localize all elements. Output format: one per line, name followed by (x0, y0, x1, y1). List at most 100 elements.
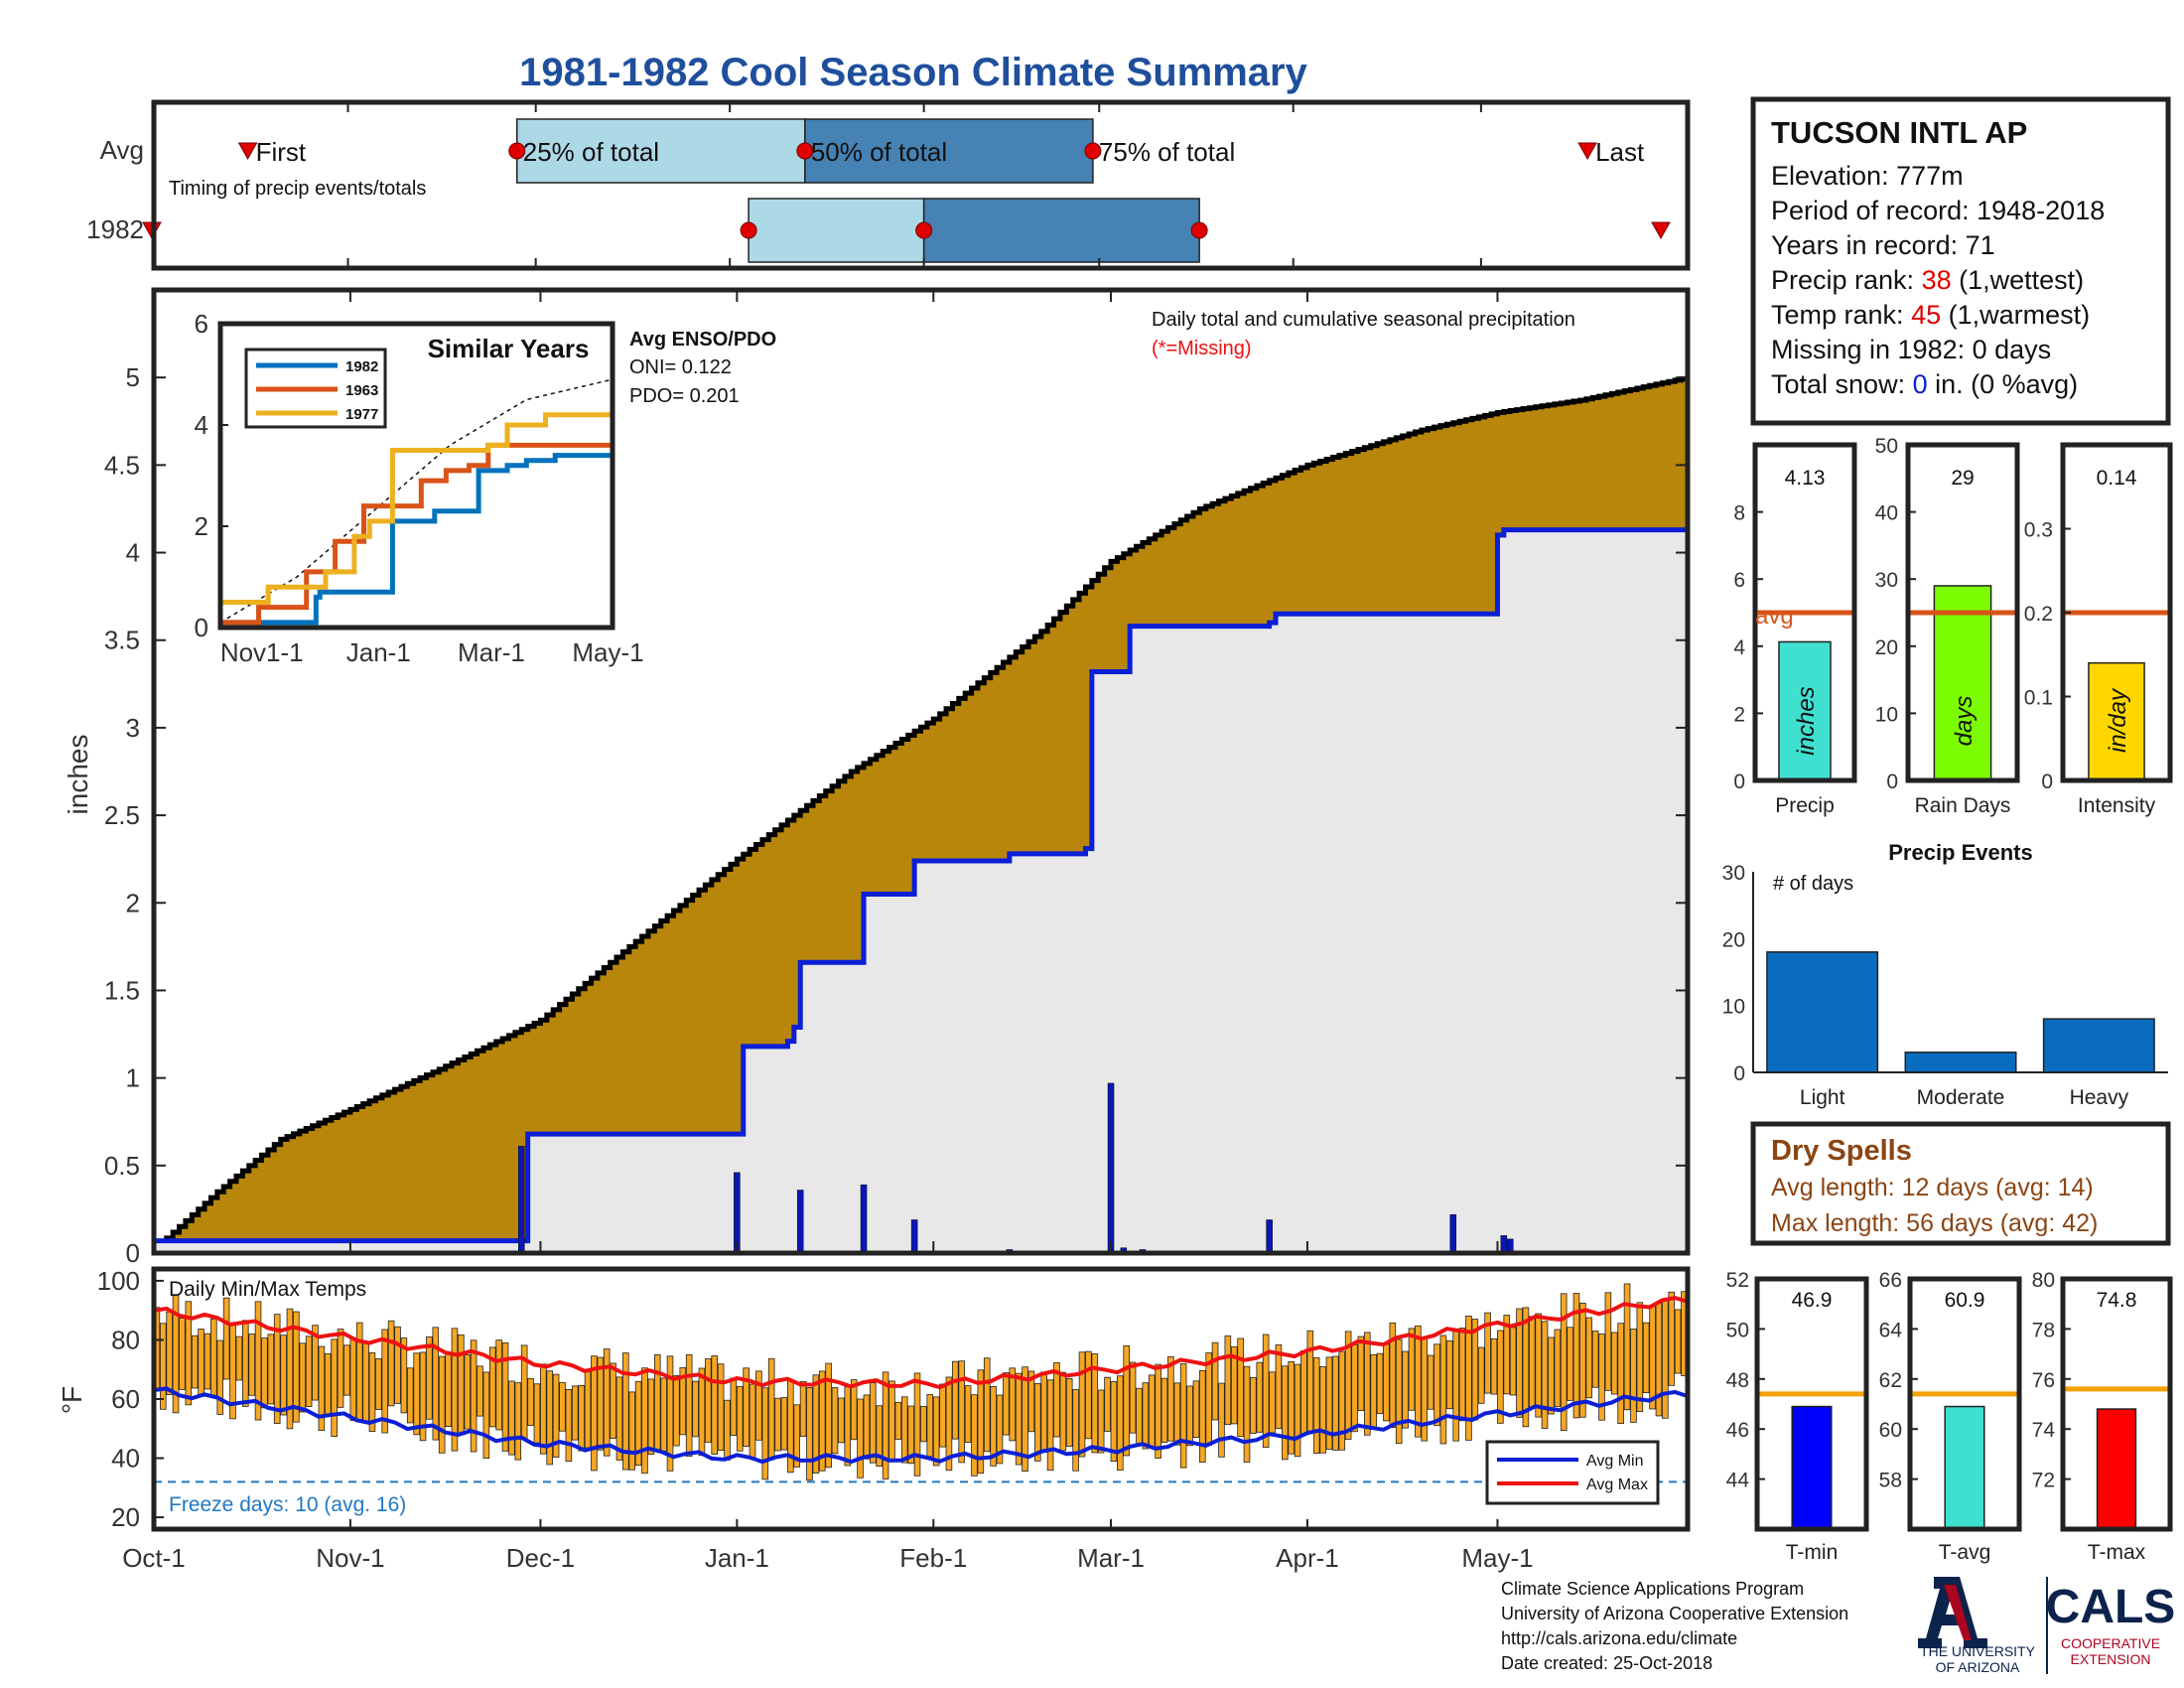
small-bar-frame-2 (2060, 442, 2173, 783)
timing-frame (151, 99, 1691, 271)
temp-range-bar (470, 1339, 478, 1453)
temp-range-bar (1598, 1334, 1605, 1421)
temp-range-bar (584, 1370, 592, 1449)
precip-rank: Precip rank: 38 (1,wettest) (1771, 265, 2084, 295)
temp-range-bar (1490, 1337, 1498, 1395)
temp-range-bar (870, 1382, 877, 1464)
temp-range-bar (387, 1320, 395, 1407)
year-cumulative-fill (154, 529, 1688, 1253)
small-bar-tick-label: 0.2 (2024, 603, 2053, 626)
temp-range-bar (900, 1396, 908, 1464)
temp-range-bar (888, 1380, 895, 1462)
event-category-label: Heavy (2070, 1086, 2129, 1109)
inset-title: Similar Years (428, 334, 590, 363)
inset-series-1982 (220, 430, 615, 626)
temp-range-bar (1351, 1343, 1358, 1433)
y-tick-label: 0 (126, 1238, 140, 1268)
small-bar-frame-1 (1905, 442, 2020, 783)
inset-y-tick-label: 2 (195, 511, 208, 541)
precip-rank-part: 38 (1922, 265, 1952, 295)
temp-range-bar (368, 1352, 376, 1432)
row-label-avg: Avg (100, 135, 144, 165)
temp-range-bar (724, 1399, 731, 1461)
event-tick-label: 10 (1722, 996, 1745, 1019)
temp-range-bar (394, 1326, 401, 1404)
similar-years-inset: 0 2 4 6 Nov1-1 Jan-1 Mar-1 May-1 Similar Years 19… (195, 309, 644, 667)
station-elevation: Elevation: 777m (1771, 161, 1964, 191)
inset-x-tick-label: May-1 (572, 637, 643, 667)
temp-range-bar (248, 1334, 255, 1396)
inset-x-tick-label: Jan-1 (346, 637, 411, 667)
temp-range-bar (210, 1318, 217, 1396)
temp-bar-tick-label: 72 (2032, 1470, 2055, 1492)
temp-range-bar (603, 1348, 611, 1457)
temp-range-bar (1205, 1352, 1212, 1447)
timing-panel: Avg 1982 First 25% of total 50% of total 75% … (86, 99, 1691, 271)
avg-p50-marker (796, 142, 814, 160)
temp-range-bar (685, 1353, 693, 1458)
small-bar-value: 29 (1951, 467, 1974, 490)
temp-range-bar (983, 1357, 991, 1453)
temp-range-bar (1294, 1363, 1301, 1458)
temp-range-bar (1160, 1377, 1168, 1443)
temp-range-bar (679, 1367, 687, 1436)
temp-range-bar (1636, 1302, 1644, 1413)
events-ylabel: # of days (1773, 873, 1853, 895)
x-tick-label: Oct-1 (122, 1543, 186, 1573)
avg-50-75-box (804, 118, 1094, 184)
inset-x-tick-label: Mar-1 (458, 637, 525, 667)
temp-range-bar (286, 1308, 294, 1430)
temp-range-bar (166, 1311, 173, 1395)
temp-range-bar (1269, 1371, 1276, 1434)
inset-series-1977 (220, 409, 615, 605)
temp-range-bar (615, 1376, 623, 1461)
y-tick-label: 5 (126, 362, 140, 392)
temp-range-bar (1497, 1330, 1504, 1424)
temp-range-bar (349, 1337, 357, 1422)
temp-range-bar (894, 1401, 902, 1440)
temp-range-bar (565, 1388, 573, 1462)
temp-range-bar (1395, 1338, 1403, 1445)
temp-bar-value: 46.9 (1792, 1289, 1833, 1312)
temp-range-bar (1415, 1325, 1422, 1438)
ua-name-2: OF ARIZONA (1936, 1659, 2020, 1675)
temp-y-tick-label: 60 (111, 1384, 140, 1414)
temp-y-tick-label: 40 (111, 1444, 140, 1474)
inset-y-tick-label: 0 (195, 613, 208, 642)
temp-range-bar (1344, 1331, 1352, 1440)
temp-bar-label: T-min (1786, 1541, 1839, 1564)
temp-range-bar (1610, 1332, 1618, 1395)
temp-range-bar (1085, 1350, 1092, 1440)
temp-y-axis-label: °F (57, 1386, 87, 1414)
temp-range-bar (578, 1384, 585, 1452)
temp-bar-frame-0 (1754, 1276, 1869, 1532)
event-tick-label: 20 (1722, 928, 1745, 951)
bar-days (1933, 585, 1992, 781)
x-tick-label: Feb-1 (899, 1543, 967, 1573)
temp-range-bar (964, 1385, 972, 1443)
temp-rank-part: Temp rank: (1771, 300, 1911, 330)
temp-range-bar (1237, 1337, 1244, 1438)
temp-bar-frame-1 (1907, 1276, 2022, 1532)
avg-first-marker (237, 142, 258, 161)
event-tick-label: 0 (1733, 1062, 1745, 1085)
temp-range-bar (1218, 1382, 1225, 1458)
row-label-year: 1982 (86, 214, 144, 244)
temp-range-bar (1427, 1354, 1434, 1410)
precip-rank-part: (1,wettest) (1952, 265, 2085, 295)
inset-y-tick-label: 6 (195, 309, 208, 339)
temp-bar-tick-label: 78 (2032, 1319, 2055, 1341)
temp-range-bar (926, 1394, 934, 1458)
temp-range-bar (1288, 1360, 1295, 1455)
temp-range-bar (241, 1320, 249, 1407)
avg-25-50-box (516, 118, 806, 184)
daily-precip-bar (1266, 1219, 1273, 1254)
event-category-label: Light (1800, 1086, 1845, 1109)
small-bar-label: Precip (1775, 794, 1835, 817)
temp-range-bar (1167, 1355, 1174, 1442)
temp-range-bar (546, 1370, 554, 1466)
cals-logo: CALS (2046, 1581, 2176, 1633)
temp-bar-tick-label: 66 (1879, 1269, 1902, 1292)
daily-precip-bar (734, 1172, 741, 1254)
temp-range-bar (343, 1344, 350, 1396)
